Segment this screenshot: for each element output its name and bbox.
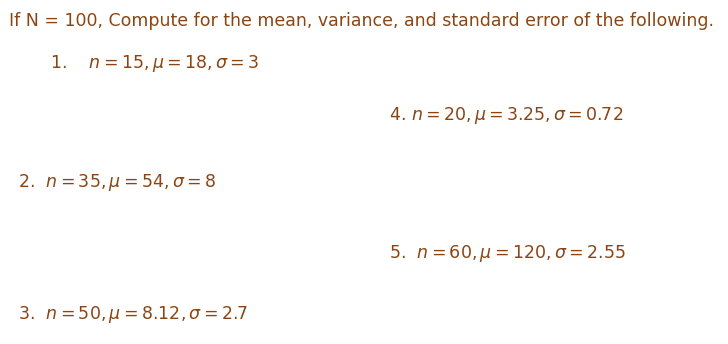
Text: 4. $n = 20, \mu = 3.25, \sigma = 0.72$: 4. $n = 20, \mu = 3.25, \sigma = 0.72$ [389,105,624,126]
Text: 5.  $n = 60, \mu = 120, \sigma = 2.55$: 5. $n = 60, \mu = 120, \sigma = 2.55$ [389,243,626,264]
Text: 3.  $n = 50, \mu = 8.12 , \sigma = 2.7$: 3. $n = 50, \mu = 8.12 , \sigma = 2.7$ [18,304,248,325]
Text: 2.  $n = 35, \mu = 54, \sigma = 8$: 2. $n = 35, \mu = 54, \sigma = 8$ [18,172,217,193]
Text: 1.    $n = 15, \mu = 18, \sigma = 3$: 1. $n = 15, \mu = 18, \sigma = 3$ [50,53,259,74]
Text: If N = 100, Compute for the mean, variance, and standard error of the following.: If N = 100, Compute for the mean, varian… [9,12,713,30]
